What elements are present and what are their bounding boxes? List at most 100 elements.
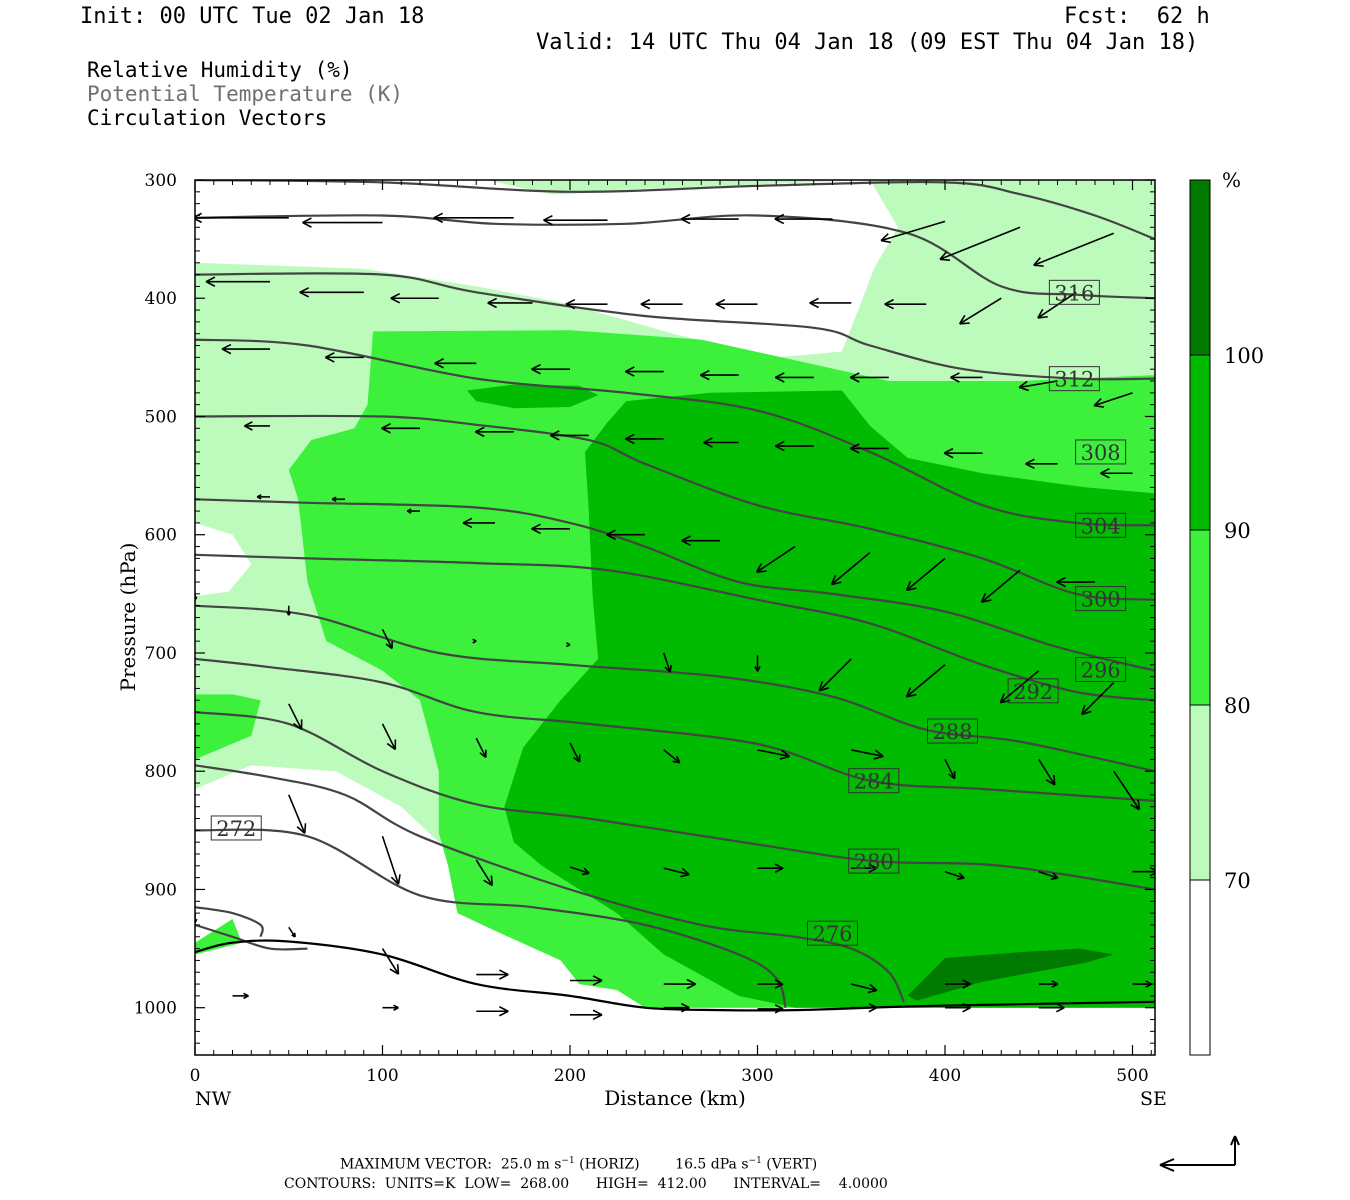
- vector-head: [531, 523, 541, 535]
- vector-shaft: [906, 664, 946, 698]
- vector-shaft: [569, 742, 581, 763]
- circulation-vector: [244, 421, 270, 431]
- circulation-vector: [147, 341, 195, 350]
- circulation-vector: [663, 978, 697, 990]
- circulation-vector: [1025, 458, 1058, 470]
- circulation-vector: [324, 352, 364, 363]
- theta-label-box: [1075, 439, 1127, 465]
- theta-label-text: 300: [1081, 588, 1121, 612]
- circulation-vector: [131, 211, 195, 220]
- rh-region-80: [195, 694, 261, 760]
- theta-label-text: 276: [812, 922, 852, 946]
- circulation-vector: [531, 523, 570, 535]
- vector-shaft: [906, 557, 946, 591]
- circulation-vector: [809, 297, 852, 309]
- circulation-vector: [624, 366, 664, 377]
- circulation-vector: [851, 863, 878, 873]
- vector-head: [672, 755, 681, 764]
- circulation-vector: [851, 983, 878, 994]
- vector-head: [549, 430, 560, 441]
- legend-relative-humidity: Relative Humidity (%): [87, 58, 353, 82]
- reference-vector-icon: [1159, 1135, 1240, 1172]
- vector-head: [849, 443, 860, 454]
- vector-shaft: [851, 983, 878, 992]
- theta-label-284: 284: [848, 768, 900, 794]
- theta-contour-276: [195, 764, 905, 1003]
- vector-head: [483, 875, 494, 887]
- vector-shaft: [663, 867, 690, 876]
- vector-shaft: [944, 759, 956, 779]
- circulation-vector: [331, 496, 345, 503]
- theta-label-text: 284: [854, 770, 894, 794]
- vector-shaft: [1113, 770, 1141, 811]
- theta-label-316: 316: [1048, 279, 1100, 305]
- circulation-vector: [818, 658, 852, 692]
- vector-head: [905, 580, 917, 592]
- circulation-vector: [381, 723, 397, 751]
- footer-max-vector: MAXIMUM VECTOR: 25.0 m s−1 (HORIZ) 16.5 …: [340, 1156, 818, 1173]
- circulation-vector: [849, 372, 889, 383]
- theta-contour-284: [195, 657, 1155, 802]
- x-tick-label: 0: [190, 1066, 201, 1086]
- circulation-vector: [905, 557, 946, 592]
- vector-shaft: [944, 870, 965, 879]
- y-tick-label: 400: [145, 289, 177, 309]
- theta-label-text: 288: [932, 720, 972, 744]
- vector-head: [147, 270, 156, 279]
- vector-head: [958, 314, 970, 325]
- vector-shaft: [381, 723, 397, 750]
- vector-shaft: [1033, 232, 1115, 266]
- x-tick-label: 500: [1116, 1066, 1148, 1086]
- colorbar-swatch: [1190, 880, 1210, 1055]
- vector-shaft: [981, 569, 1021, 603]
- circulation-vector: [570, 1009, 603, 1021]
- x-axis-title: Distance (km): [604, 1086, 746, 1110]
- circulation-vector: [1038, 870, 1059, 880]
- circulation-vector: [543, 214, 608, 226]
- circulation-vector: [755, 545, 796, 573]
- vector-head: [948, 771, 956, 780]
- vector-shaft: [475, 859, 493, 886]
- circulation-vector: [757, 863, 784, 873]
- vector-head: [1056, 576, 1066, 588]
- theta-label-text: 316: [1054, 281, 1094, 305]
- theta-label-box: [1075, 512, 1127, 538]
- vector-head: [681, 535, 691, 546]
- circulation-vector: [381, 628, 393, 650]
- circulation-vector: [299, 287, 364, 298]
- y-tick-label: 500: [145, 407, 177, 427]
- vector-shaft: [939, 226, 1021, 261]
- circulation-vector: [1080, 681, 1115, 716]
- y-tick-label: 1000: [134, 999, 177, 1019]
- x-end-label-left: NW: [195, 1088, 232, 1110]
- vector-head: [302, 217, 312, 228]
- circulation-vector: [757, 749, 790, 760]
- x-tick-label: 200: [554, 1066, 586, 1086]
- vector-head: [680, 867, 690, 878]
- vector-head: [1018, 380, 1029, 392]
- theta-label-304: 304: [1075, 512, 1127, 538]
- vector-head: [433, 212, 444, 224]
- colorbar-unit: %: [1222, 168, 1241, 192]
- circulation-vector: [382, 1004, 399, 1011]
- circulation-vector: [1113, 770, 1141, 811]
- circulation-vector: [944, 759, 956, 780]
- vector-head: [867, 983, 878, 994]
- circulation-vector: [662, 652, 672, 673]
- colorbar: 70 80 90 100: [1189, 179, 1264, 1056]
- circulation-vector: [566, 642, 571, 648]
- x-end-label-right: SE: [1140, 1088, 1167, 1110]
- circulation-vector: [1132, 866, 1155, 877]
- vector-head: [868, 1002, 878, 1013]
- circulation-vector: [624, 433, 664, 445]
- circulation-vector: [1038, 758, 1056, 786]
- vector-head: [243, 992, 249, 1000]
- rh-region-60: [195, 522, 252, 597]
- circulation-vector: [944, 870, 965, 880]
- vector-head: [487, 297, 497, 309]
- circulation-vector: [1093, 392, 1133, 408]
- circulation-vector: [663, 749, 681, 764]
- theta-contour-296: [195, 498, 1155, 672]
- colorbar-tick-label: 90: [1224, 519, 1251, 543]
- theta-label-308: 308: [1075, 439, 1127, 465]
